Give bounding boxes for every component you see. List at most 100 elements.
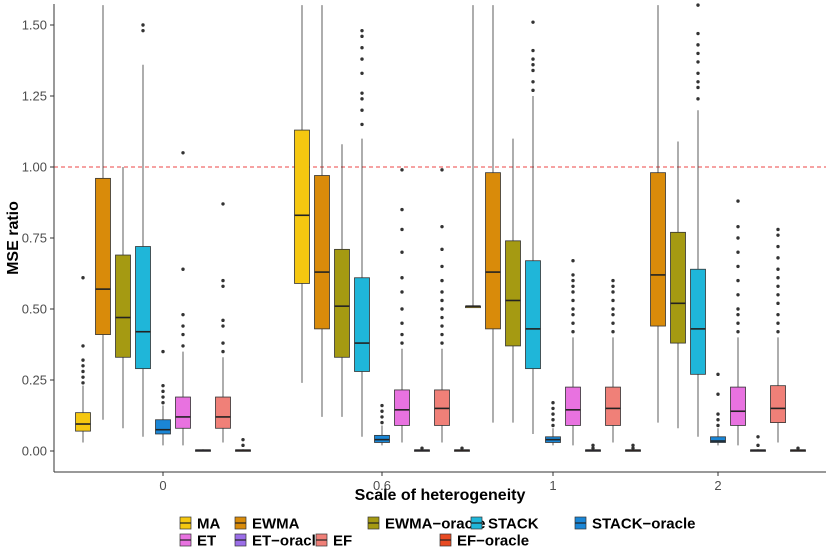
outlier-stack-0_6-3 bbox=[360, 91, 364, 95]
box-ef-2 bbox=[770, 385, 786, 423]
box-ma-0_6 bbox=[294, 129, 310, 284]
box-ewma-oracle-0_6 bbox=[334, 248, 350, 358]
outlier-stack-0_6-4 bbox=[360, 71, 364, 75]
outlier-et-2-4 bbox=[736, 293, 740, 297]
outlier-stack-2-7 bbox=[696, 31, 700, 36]
outlier-stack-0_6-1 bbox=[360, 108, 364, 112]
x-axis-title: Scale of heterogeneity bbox=[355, 487, 526, 504]
outlier-stack-1-1 bbox=[531, 80, 535, 84]
outlier-ef-oracle-0-1 bbox=[241, 437, 245, 442]
outlier-stack-2-8 bbox=[696, 3, 700, 7]
outlier-et-0_6-0 bbox=[400, 341, 404, 345]
outlier-ef-oracle-2-0 bbox=[796, 446, 800, 450]
outlier-ef-2-6 bbox=[776, 276, 780, 280]
outlier-ef-2-5 bbox=[776, 284, 780, 288]
outlier-ma-0-6 bbox=[81, 276, 85, 280]
outlier-et-0_6-1 bbox=[400, 332, 404, 337]
box-ewma-oracle-2 bbox=[670, 231, 686, 344]
outlier-et-2-10 bbox=[736, 199, 740, 203]
box-stack-0 bbox=[135, 246, 151, 370]
box-ewma-0_6 bbox=[314, 175, 330, 330]
outlier-ef-oracle-1-0 bbox=[631, 446, 635, 450]
outlier-et-2-5 bbox=[736, 278, 740, 283]
outlier-stack-oracle-2-4 bbox=[716, 372, 720, 377]
box-stack-oracle-0 bbox=[155, 419, 171, 435]
outlier-ef-oracle-1-1 bbox=[631, 443, 635, 448]
outlier-et-0_6-3 bbox=[400, 307, 404, 311]
outlier-ef-2-2 bbox=[776, 312, 780, 317]
outlier-ef-0_6-1 bbox=[440, 332, 444, 337]
x-tick-label-3: 2 bbox=[714, 478, 721, 493]
outlier-ef-oracle-0-0 bbox=[241, 443, 245, 448]
box-stack-oracle-2 bbox=[710, 436, 726, 443]
outlier-ef-0_6-8 bbox=[440, 264, 444, 269]
outlier-stack-0_6-6 bbox=[360, 46, 364, 50]
outlier-stack-oracle-0-1 bbox=[161, 395, 165, 399]
legend-label-stack-oracle: STACK−oracle bbox=[592, 516, 696, 533]
outlier-stack-oracle-1-0 bbox=[551, 423, 555, 428]
outlier-ef-1-4 bbox=[611, 298, 615, 303]
outlier-ef-oracle-0_6-0 bbox=[460, 446, 464, 450]
outlier-ef-0-1 bbox=[221, 341, 225, 345]
outlier-stack-0_6-8 bbox=[360, 28, 364, 33]
outlier-et-2-1 bbox=[736, 321, 740, 325]
outlier-stack-oracle-0_6-2 bbox=[380, 409, 384, 413]
legend-label-et-oracle: ET−oracle bbox=[252, 533, 324, 550]
outlier-stack-1-5 bbox=[531, 48, 535, 53]
outlier-stack-2-3 bbox=[696, 71, 700, 75]
outlier-stack-2-1 bbox=[696, 85, 700, 90]
outlier-ma-0-1 bbox=[81, 375, 85, 379]
outlier-et-0-4 bbox=[181, 267, 185, 271]
box-stack-2 bbox=[690, 268, 706, 375]
outlier-ef-0_6-10 bbox=[440, 224, 444, 229]
outlier-ma-0-5 bbox=[81, 344, 85, 348]
box-et-0 bbox=[175, 396, 191, 429]
outlier-stack-oracle-2-0 bbox=[716, 423, 720, 428]
outlier-ef-1-7 bbox=[611, 278, 615, 283]
outlier-et-0_6-6 bbox=[400, 250, 404, 254]
outlier-et-2-6 bbox=[736, 264, 740, 269]
outlier-stack-oracle-0-4 bbox=[161, 349, 165, 354]
outlier-et-2-9 bbox=[736, 224, 740, 229]
outlier-ef-1-2 bbox=[611, 312, 615, 317]
outlier-ef-0-3 bbox=[221, 318, 225, 323]
outlier-stack-oracle-0-0 bbox=[161, 401, 165, 405]
outlier-ma-0-0 bbox=[81, 381, 85, 385]
x-tick-label-2: 1 bbox=[549, 478, 556, 493]
outlier-ef-2-1 bbox=[776, 321, 780, 325]
outlier-ef-0-0 bbox=[221, 349, 225, 354]
legend-label-ewma: EWMA bbox=[252, 516, 300, 533]
outlier-ef-0_6-6 bbox=[440, 290, 444, 294]
outlier-ef-0_6-7 bbox=[440, 278, 444, 283]
outlier-ma-0-4 bbox=[81, 358, 85, 362]
outlier-ma-0-2 bbox=[81, 369, 85, 374]
outlier-stack-oracle-0_6-0 bbox=[380, 420, 384, 425]
box-ef-0 bbox=[215, 396, 231, 429]
outlier-et-0_6-2 bbox=[400, 321, 404, 325]
y-axis-title: MSE ratio bbox=[5, 201, 22, 275]
outlier-ma-0-3 bbox=[81, 364, 85, 368]
box-ewma-2 bbox=[650, 172, 666, 327]
outlier-et-0-0 bbox=[181, 344, 185, 348]
box-ma-0 bbox=[75, 412, 91, 432]
box-stack-0_6 bbox=[354, 277, 370, 372]
outlier-stack-2-0 bbox=[696, 97, 700, 101]
box-et-2 bbox=[730, 386, 746, 426]
axes-layer: Scale of heterogeneity MSE ratio 0.00 0.2… bbox=[5, 4, 826, 504]
outlier-ef-0-5 bbox=[221, 278, 225, 283]
outlier-et-0_6-9 bbox=[400, 168, 404, 172]
outlier-stack-1-2 bbox=[531, 68, 535, 73]
outlier-stack-oracle-0_6-3 bbox=[380, 403, 384, 408]
legend-label-stack: STACK bbox=[488, 516, 539, 533]
outlier-stack-0-0 bbox=[141, 28, 145, 33]
outlier-et-1-6 bbox=[571, 284, 575, 288]
outlier-et-0-1 bbox=[181, 332, 185, 337]
outlier-stack-2-5 bbox=[696, 51, 700, 56]
outlier-ef-2-9 bbox=[776, 244, 780, 249]
outlier-stack-oracle-0-3 bbox=[161, 383, 165, 388]
outlier-ef-0_6-11 bbox=[440, 168, 444, 172]
y-tick-label-6: 1.50 bbox=[22, 18, 47, 33]
outlier-stack-oracle-1-1 bbox=[551, 418, 555, 422]
x-tick-label-0: 0 bbox=[159, 478, 166, 493]
outlier-et-2-3 bbox=[736, 307, 740, 311]
